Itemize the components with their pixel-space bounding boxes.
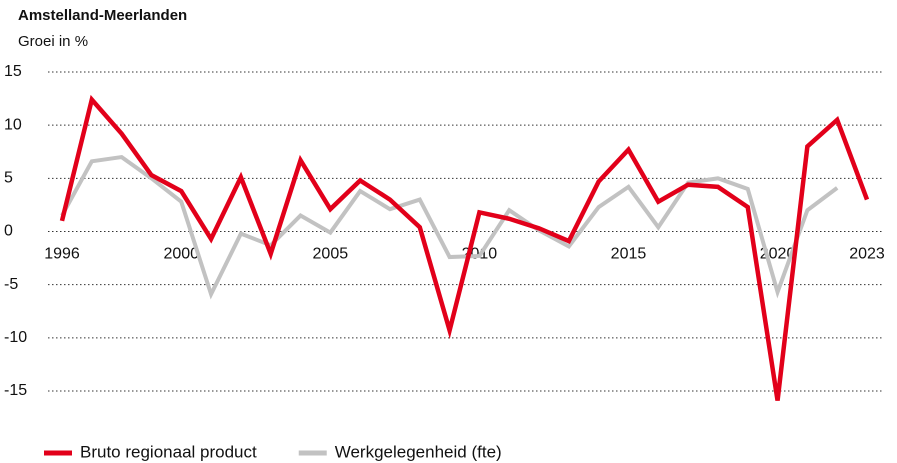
legend-label: Werkgelegenheid (fte) [335,442,502,461]
x-tick-label: 2023 [849,246,885,263]
y-tick-label: -5 [4,276,18,293]
chart-title: Amstelland-Meerlanden [18,7,187,24]
series-line [60,154,839,300]
x-tick-label: 2000 [163,246,199,263]
y-tick-label: 5 [4,170,13,187]
x-tick-label: 2015 [611,246,647,263]
y-tick-label: -15 [4,382,27,399]
y-tick-label: -10 [4,329,27,346]
y-tick-label: 0 [4,223,13,240]
chart-subtitle: Groei in % [18,33,88,50]
x-tick-label: 2005 [313,246,349,263]
series-line [59,94,870,401]
y-tick-label: 10 [4,116,22,133]
y-tick-label: 15 [4,63,22,80]
legend-label: Bruto regionaal product [80,442,257,461]
x-tick-label: 1996 [44,246,80,263]
